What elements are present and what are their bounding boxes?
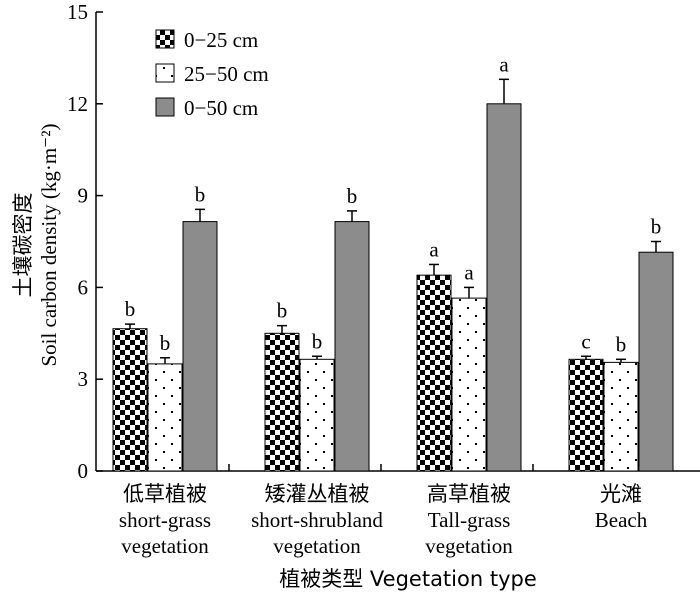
significance-letter: b — [616, 332, 627, 356]
bar — [182, 221, 218, 472]
significance-letter: b — [312, 329, 323, 353]
bar — [299, 358, 335, 472]
significance-letter: a — [429, 237, 439, 261]
x-category-label: short-shrubland — [251, 508, 383, 532]
x-category-label: vegetation — [273, 534, 361, 558]
bar — [416, 274, 452, 472]
legend-swatch — [155, 29, 175, 49]
y-tick-label: 15 — [67, 0, 88, 24]
significance-letter: b — [160, 331, 171, 355]
bar — [147, 363, 183, 472]
y-axis-title: 土壤碳密度 Soil carbon density (kg·m⁻²) — [11, 123, 61, 366]
bar — [603, 361, 639, 472]
significance-letter: b — [651, 215, 662, 239]
y-tick-label: 6 — [78, 275, 89, 299]
legend-swatch — [155, 97, 175, 117]
y-axis-title-en: Soil carbon density (kg·m⁻²) — [37, 123, 61, 366]
bar — [568, 358, 604, 472]
x-category-label: short-grass — [119, 508, 211, 532]
legend-entry: 0−50 cm — [184, 96, 258, 120]
y-axis-ticks: 0 3 6 9 12 15 — [67, 0, 103, 483]
x-category-label: vegetation — [425, 534, 513, 558]
x-category-label: 光滩 — [600, 482, 642, 506]
significance-letter: a — [464, 260, 474, 284]
y-tick-label: 12 — [67, 92, 88, 116]
x-axis-category-labels: 低草植被short-grassvegetation矮灌丛植被short-shru… — [119, 482, 648, 558]
x-category-label: 低草植被 — [123, 482, 207, 506]
bar — [334, 221, 370, 472]
bar — [486, 103, 522, 472]
significance-letter: b — [347, 184, 358, 208]
x-category-label: vegetation — [121, 534, 209, 558]
bar — [451, 297, 487, 472]
legend-entry: 0−25 cm — [184, 28, 258, 52]
x-category-label: 高草植被 — [427, 482, 511, 506]
significance-letter: c — [581, 329, 590, 353]
legend-entry: 25−50 cm — [184, 62, 269, 86]
x-axis-title: 植被类型 Vegetation type — [279, 567, 537, 591]
significance-letter: b — [125, 297, 136, 321]
x-category-label: 矮灌丛植被 — [265, 482, 370, 506]
y-axis-title-cn: 土壤碳密度 — [11, 193, 35, 298]
legend: 0−25 cm 25−50 cm 0−50 cm — [155, 28, 269, 120]
y-tick-label: 3 — [78, 367, 89, 391]
y-tick-label: 9 — [78, 184, 89, 208]
significance-letter: b — [277, 299, 288, 323]
significance-letter: b — [195, 182, 206, 206]
x-category-label: Tall-grass — [428, 508, 511, 532]
bar — [112, 328, 148, 472]
bar — [638, 251, 674, 472]
x-category-label: Beach — [595, 508, 648, 532]
significance-letter: a — [499, 52, 509, 76]
legend-swatch — [155, 63, 175, 83]
y-tick-label: 0 — [78, 459, 89, 483]
bar — [264, 332, 300, 472]
